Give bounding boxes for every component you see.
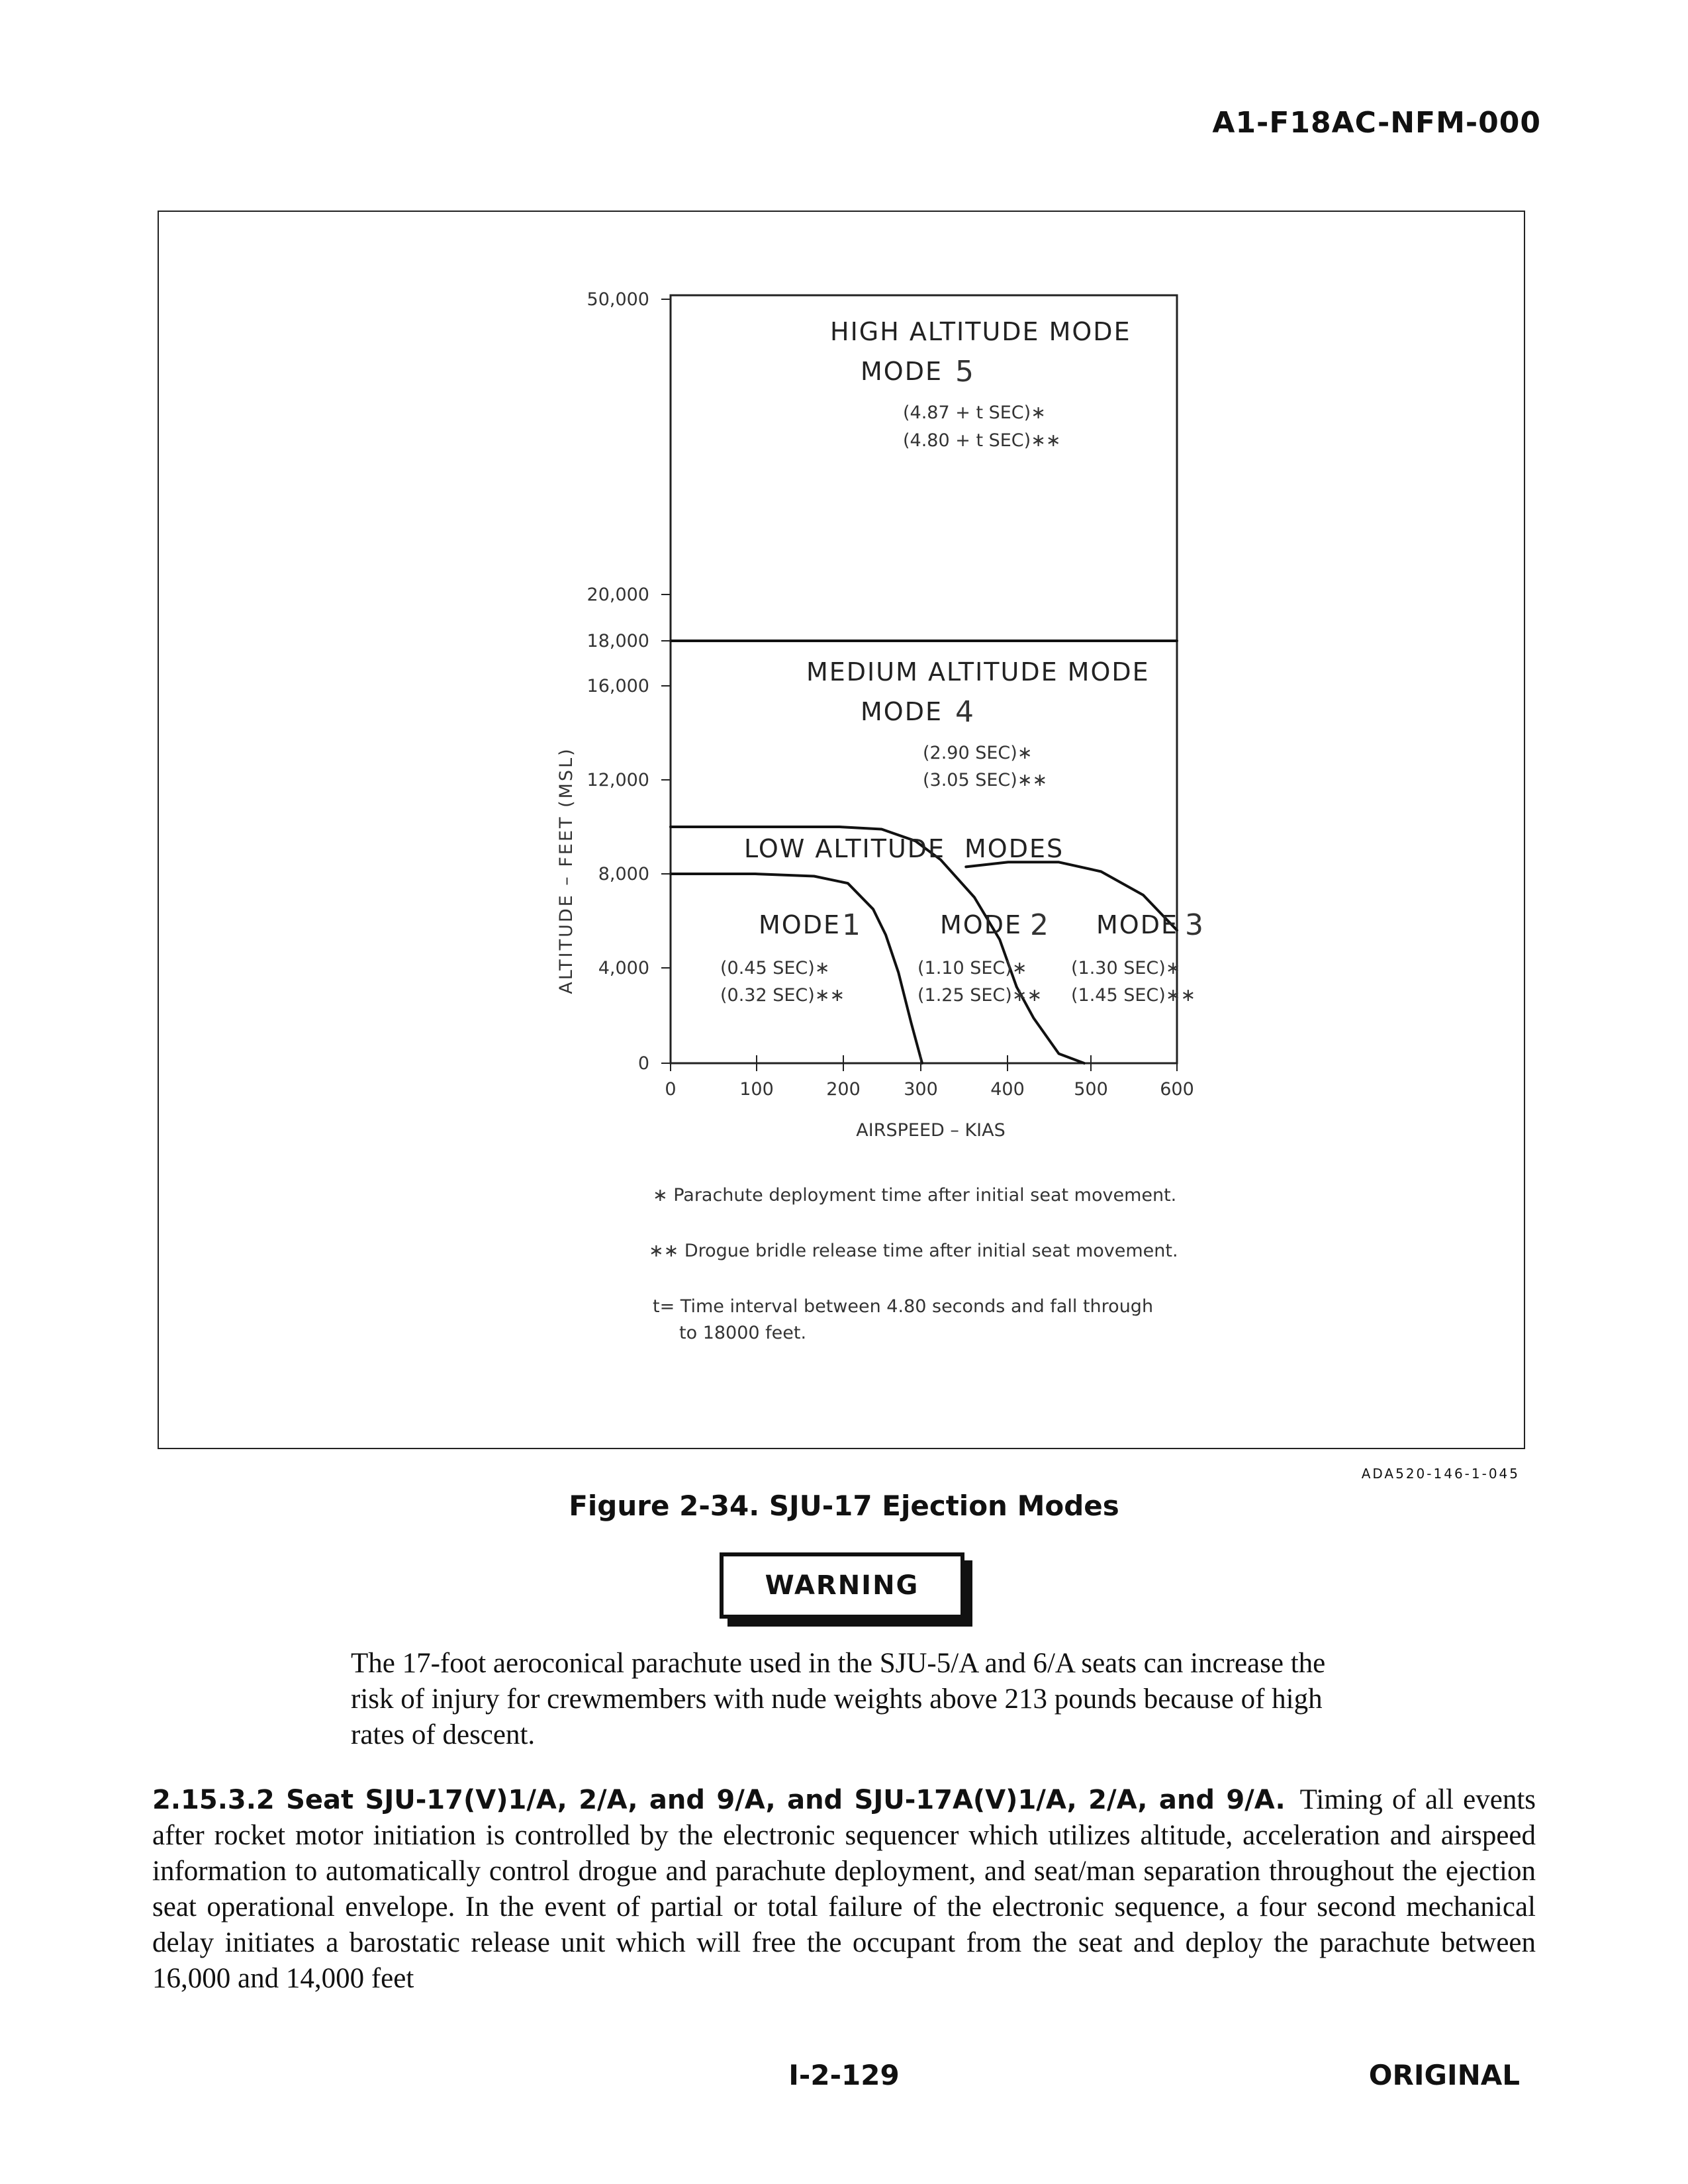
mode-4-time-double-star: (3.05 SEC)∗∗ [923,770,1047,790]
mode-5-time-double-star: (4.80 + t SEC)∗∗ [903,430,1060,451]
note-time-interval-cont: to 18000 feet. [679,1323,806,1343]
medium-altitude-mode-title: MEDIUM ALTITUDE MODE [806,657,1150,687]
y-tick-label: 20,000 [587,585,649,605]
warning-text: The 17-foot aeroconical parachute used i… [351,1648,1326,1750]
x-axis-ticks: 0 100 200 300 400 500 600 [665,1055,1194,1100]
ejection-modes-chart: 0 4,000 8,000 12,000 16,000 18,000 20,000 50,00… [556,289,1203,1343]
section-heading: 2.15.3.2 Seat SJU-17(V)1/A, 2/A, and 9/A… [152,1785,1286,1815]
high-altitude-mode-title: HIGH ALTITUDE MODE [830,317,1131,346]
note-parachute-deployment: ∗ Parachute deployment time after initia… [653,1185,1176,1206]
y-axis-ticks: 0 4,000 8,000 12,000 16,000 18,000 20,000 50,00… [587,289,671,1074]
page-status: ORIGINAL [1368,2059,1520,2091]
mode-2-time-double-star: (1.25 SEC)∗∗ [917,985,1042,1006]
boundary-line-5 [964,861,1178,932]
boundary-line-2 [669,826,1018,988]
mode-3-label: MODE [1096,910,1178,939]
mode-1-time-star: (0.45 SEC)∗ [720,958,829,978]
section-paragraph: 2.15.3.2 Seat SJU-17(V)1/A, 2/A, and 9/A… [152,1782,1536,1997]
figure-code: ADA520-146-1-045 [1361,1466,1520,1482]
figure-caption: Figure 2-34. SJU-17 Ejection Modes [569,1490,1119,1522]
section-body: Timing of all events after rocket motor … [152,1784,1536,1994]
low-altitude-modes-title: MODES [964,834,1064,863]
plot-border [669,294,1178,1065]
mode-4-label: MODE [861,697,943,726]
y-tick-label: 8,000 [598,864,649,884]
x-tick-label: 600 [1160,1079,1194,1100]
x-tick-label: 0 [665,1079,676,1100]
y-tick-label: 16,000 [587,676,649,696]
mode-5-label: MODE [861,357,943,386]
warning-label: WARNING [720,1552,964,1619]
y-tick-label: 0 [638,1053,649,1074]
mode-1-label: MODE [759,910,841,939]
mode-2-label: MODE [940,910,1022,939]
y-tick-label: 50,000 [587,289,649,310]
figure-frame: 0 4,000 8,000 12,000 16,000 18,000 20,000 50,00… [158,211,1525,1449]
x-axis-label: AIRSPEED – KIAS [856,1120,1005,1141]
mode-4-time-star: (2.90 SEC)∗ [923,743,1032,763]
low-altitude-title: LOW ALTITUDE [744,834,945,863]
y-tick-label: 18,000 [587,631,649,651]
y-tick-label: 12,000 [587,770,649,790]
mode-5-number: 5 [955,355,974,389]
mode-boundaries [669,640,1178,1065]
mode-3-time-double-star: (1.45 SEC)∗∗ [1071,985,1196,1006]
mode-3-time-star: (1.30 SEC)∗ [1071,958,1180,978]
mode-5-time-star: (4.87 + t SEC)∗ [903,403,1046,423]
x-tick-label: 300 [904,1079,938,1100]
boundary-line-4 [669,873,923,1065]
note-drogue-release: ∗∗ Drogue bridle release time after init… [649,1241,1178,1261]
note-time-interval: t= Time interval between 4.80 seconds an… [653,1296,1153,1317]
x-tick-label: 400 [990,1079,1025,1100]
page-number: I-2-129 [788,2059,900,2091]
plot-area [669,294,1178,1065]
mode-3-number: 3 [1185,908,1203,942]
boundary-line-3 [1015,985,1086,1065]
y-tick-label: 4,000 [598,958,649,978]
mode-1-number: 1 [842,908,861,942]
x-tick-label: 500 [1074,1079,1108,1100]
mode-2-number: 2 [1030,908,1049,942]
mode-2-time-star: (1.10 SEC)∗ [917,958,1027,978]
document-id: A1-F18AC-NFM-000 [1212,106,1541,140]
mode-4-number: 4 [955,695,974,729]
x-tick-label: 100 [739,1079,774,1100]
mode-1-time-double-star: (0.32 SEC)∗∗ [720,985,845,1006]
x-tick-label: 200 [826,1079,861,1100]
y-axis-label: ALTITUDE – FEET (MSL) [556,747,577,994]
